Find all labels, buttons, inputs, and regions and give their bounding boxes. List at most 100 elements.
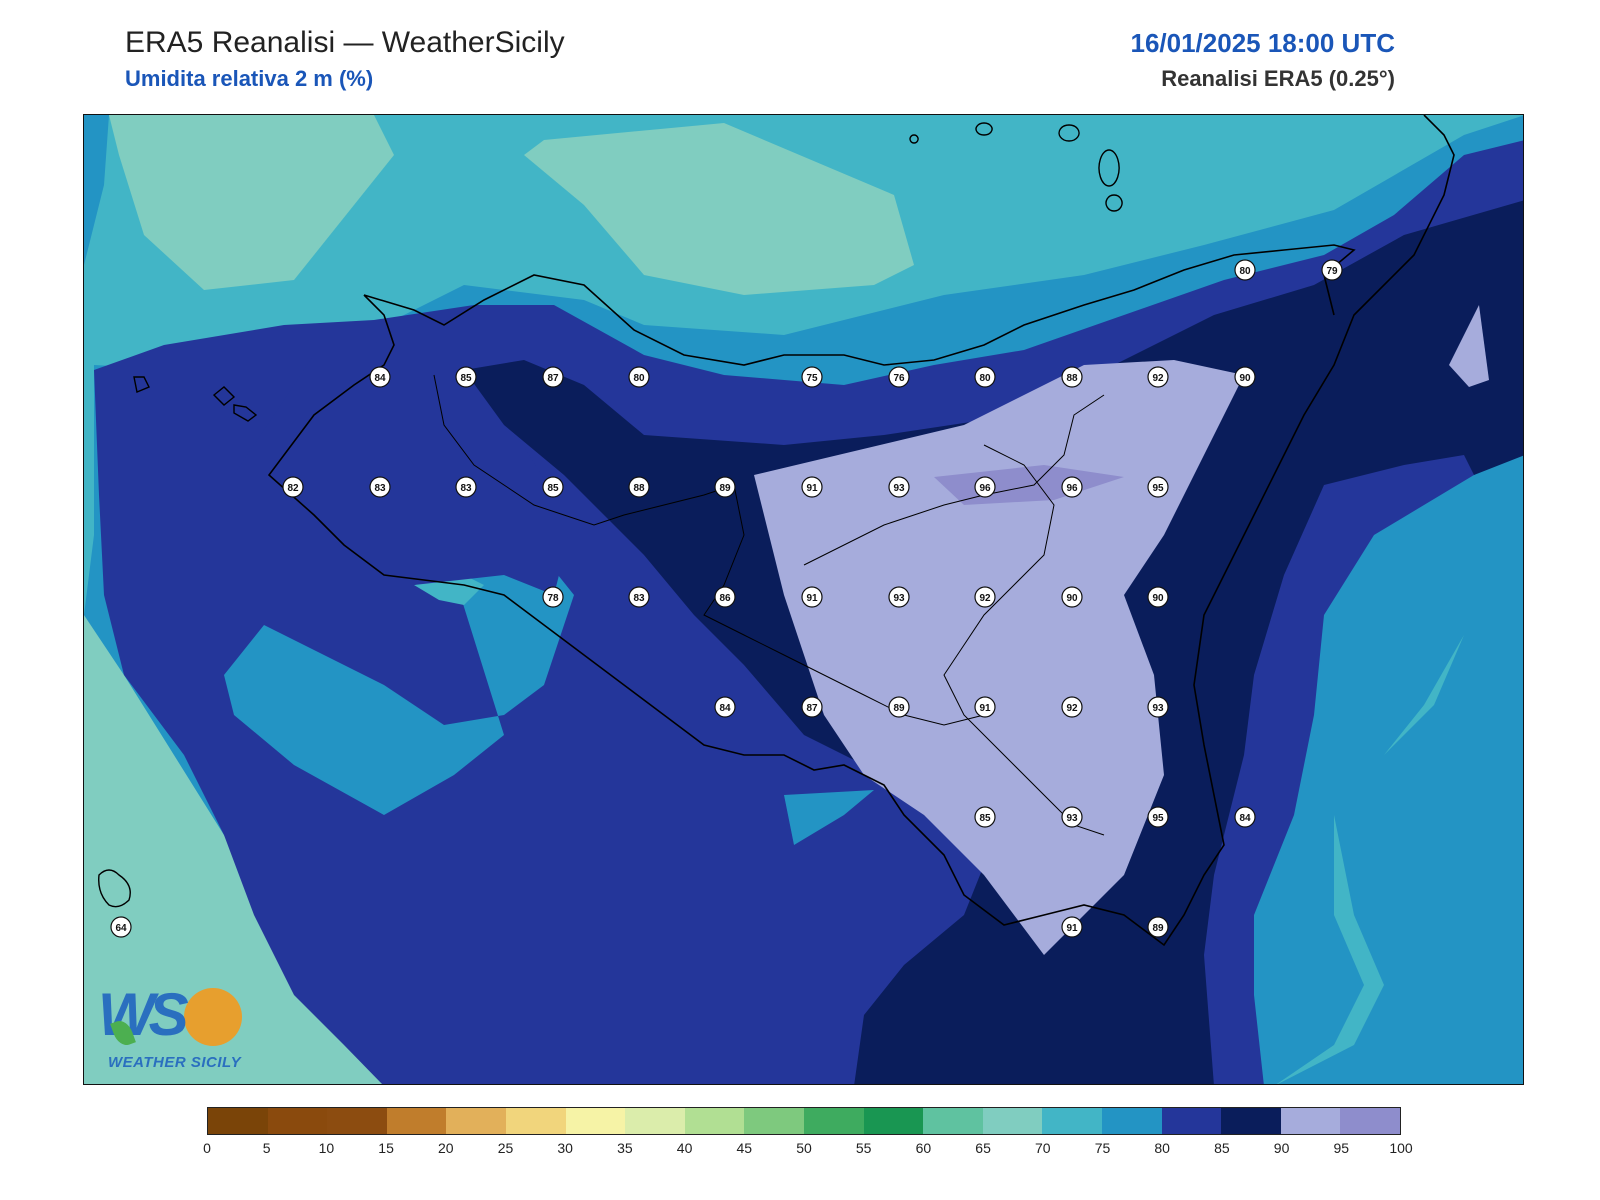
colorbar-swatch (1280, 1108, 1341, 1134)
svg-text:95: 95 (1152, 813, 1164, 824)
field-65-70-nw (109, 115, 394, 290)
svg-text:79: 79 (1326, 266, 1338, 277)
svg-text:90: 90 (1066, 593, 1078, 604)
svg-text:80: 80 (633, 373, 645, 384)
station-value: 83 (628, 586, 650, 608)
svg-text:89: 89 (893, 703, 905, 714)
station-value: 87 (801, 696, 823, 718)
svg-text:88: 88 (633, 483, 645, 494)
station-value: 89 (714, 476, 736, 498)
colorbar-swatch (267, 1108, 328, 1134)
svg-text:91: 91 (979, 703, 991, 714)
station-value: 76 (888, 366, 910, 388)
map-subtitle: Umidita relativa 2 m (%) (125, 66, 374, 91)
colorbar-swatch (327, 1108, 387, 1134)
station-value: 93 (1061, 806, 1083, 828)
svg-text:86: 86 (719, 593, 731, 604)
egadi-islands (133, 376, 258, 422)
colorbar-swatch (565, 1108, 626, 1134)
colorbar-swatch (982, 1108, 1043, 1134)
station-value: 64 (110, 916, 132, 938)
svg-text:82: 82 (287, 483, 299, 494)
province-borders (433, 374, 1105, 836)
station-value: 84 (369, 366, 391, 388)
station-value: 96 (1061, 476, 1083, 498)
svg-text:64: 64 (115, 923, 127, 934)
station-value: 92 (1061, 696, 1083, 718)
station-value: 92 (1147, 366, 1169, 388)
colorbar-swatch (684, 1108, 745, 1134)
field-75-80-bay (224, 570, 574, 815)
field-65-70-sw (84, 615, 383, 1084)
station-value: 90 (1234, 366, 1256, 388)
map-canvas: 84 85 87 80 75 76 80 88 92 90 82 83 83 85 88 89 91 93 96 96… (84, 115, 1523, 1084)
svg-text:83: 83 (633, 593, 645, 604)
svg-text:83: 83 (460, 483, 472, 494)
station-value: 91 (1061, 916, 1083, 938)
station-value: 87 (542, 366, 564, 388)
weathersicily-logo: WS WEATHER SICILY (94, 980, 254, 1080)
colorbar-swatch (803, 1108, 864, 1134)
station-value: 75 (801, 366, 823, 388)
colorbar-tick-label: 5 (262, 1140, 271, 1156)
svg-text:87: 87 (806, 703, 818, 714)
colorbar-swatch (744, 1108, 804, 1134)
station-value: 89 (888, 696, 910, 718)
svg-text:87: 87 (547, 373, 559, 384)
svg-text:92: 92 (1152, 373, 1164, 384)
station-value: 91 (974, 696, 996, 718)
station-value: 84 (714, 696, 736, 718)
svg-text:93: 93 (1066, 813, 1078, 824)
station-value: 95 (1147, 476, 1169, 498)
station-markers: 84 85 87 80 75 76 80 88 92 90 82 83 83 85 88 89 91 93 96 96… (110, 259, 1343, 938)
colorbar-tick-label: 20 (438, 1140, 454, 1156)
colorbar-tick-label: 70 (1035, 1140, 1051, 1156)
svg-text:85: 85 (979, 813, 991, 824)
colorbar-tick-label: 10 (318, 1140, 335, 1156)
station-value: 91 (801, 476, 823, 498)
svg-text:91: 91 (1066, 923, 1078, 934)
station-value: 91 (801, 586, 823, 608)
colorbar-tick-label: 95 (1333, 1140, 1350, 1156)
field-80-85-west (234, 335, 564, 595)
svg-text:88: 88 (1066, 373, 1078, 384)
colorbar-tick-label: 35 (617, 1140, 633, 1156)
colorbar-tick-label: 100 (1389, 1140, 1413, 1156)
colorbar-swatch (208, 1108, 268, 1134)
svg-text:85: 85 (460, 373, 472, 384)
station-value: 80 (628, 366, 650, 388)
aeolian-islands (909, 122, 1123, 212)
svg-text:93: 93 (893, 483, 905, 494)
svg-text:78: 78 (547, 593, 559, 604)
svg-text:90: 90 (1239, 373, 1251, 384)
svg-text:84: 84 (719, 703, 731, 714)
colorbar-tick-label: 65 (975, 1140, 991, 1156)
station-value: 93 (888, 586, 910, 608)
logo-caption: WEATHER SICILY (108, 1054, 242, 1071)
svg-text:92: 92 (979, 593, 991, 604)
station-value: 80 (974, 366, 996, 388)
map-title: ERA5 Reanalisi — WeatherSicily (125, 26, 565, 59)
station-value: 85 (455, 366, 477, 388)
svg-text:89: 89 (719, 483, 731, 494)
station-value: 78 (542, 586, 564, 608)
svg-text:96: 96 (1066, 483, 1078, 494)
svg-text:92: 92 (1066, 703, 1078, 714)
colorbar-tick-label: 30 (557, 1140, 573, 1156)
map-datetime: 16/01/2025 18:00 UTC (1130, 28, 1395, 58)
colorbar-swatch (505, 1108, 566, 1134)
colorbar-swatch (446, 1108, 506, 1134)
station-value: 82 (282, 476, 304, 498)
station-value: 84 (1234, 806, 1256, 828)
station-value: 93 (1147, 696, 1169, 718)
svg-text:90: 90 (1152, 593, 1164, 604)
station-value: 83 (369, 476, 391, 498)
colorbar-swatch (1101, 1108, 1162, 1134)
svg-text:80: 80 (979, 373, 991, 384)
colorbar-swatch (1042, 1108, 1102, 1134)
colorbar-labels: 0 5 10 15 20 25 30 35 40 45 50 55 60 65 70 75 80 85 90 95 10… (203, 1140, 1413, 1160)
station-value: 95 (1147, 806, 1169, 828)
humidity-map: 84 85 87 80 75 76 80 88 92 90 82 83 83 85 88 89 91 93 96 96… (83, 114, 1524, 1085)
colorbar-tick-label: 50 (796, 1140, 812, 1156)
station-value: 88 (1061, 366, 1083, 388)
